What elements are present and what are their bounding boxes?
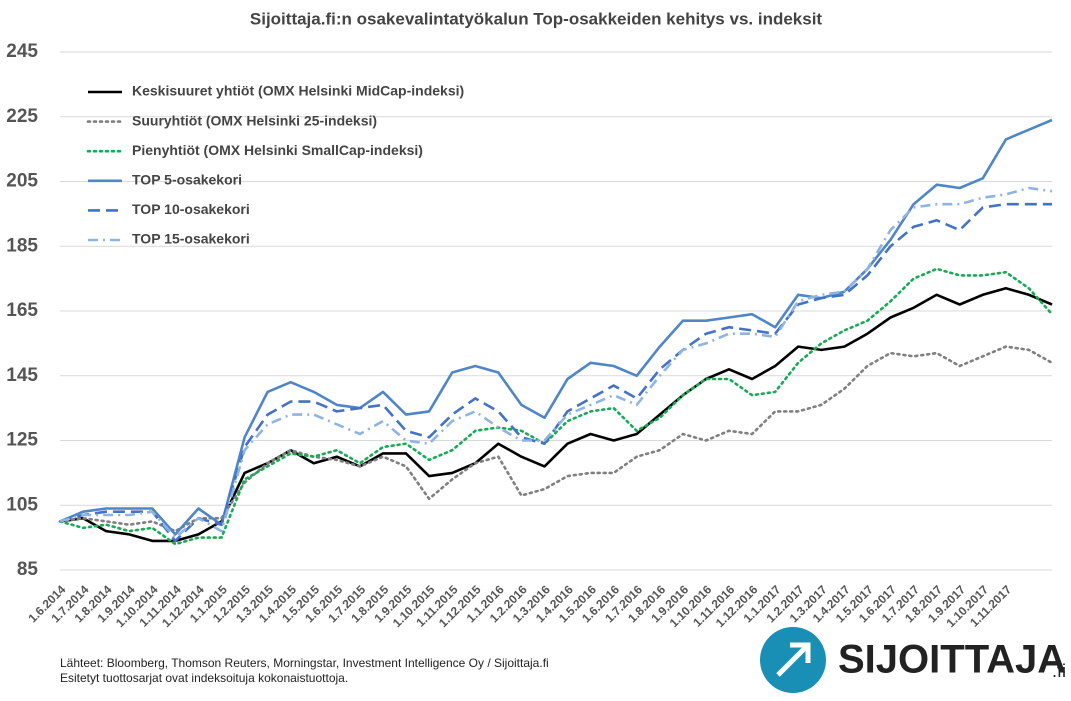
logo: SIJOITTAJA .fi <box>760 627 1066 693</box>
logo-arrow <box>790 642 811 663</box>
y-tick-label: 245 <box>6 41 38 62</box>
y-tick-label: 205 <box>6 171 38 192</box>
legend-label: Pienyhtiöt (OMX Helsinki SmallCap-indeks… <box>132 142 423 158</box>
legend-label: TOP 5-osakekori <box>132 172 242 188</box>
y-tick-label: 105 <box>6 494 38 515</box>
y-tick-label: 185 <box>6 235 38 256</box>
series-line <box>59 287 1053 543</box>
y-tick-label: 165 <box>6 300 38 321</box>
source-note: Esitetyt tuottosarjat ovat indeksoituja … <box>60 671 348 685</box>
chart-title: Sijoittaja.fi:n osakevalintatyökalun Top… <box>250 9 823 28</box>
y-tick-label: 125 <box>6 430 38 451</box>
legend-label: TOP 10-osakekori <box>132 201 250 217</box>
series-line <box>58 345 1054 533</box>
logo-arrow <box>776 645 808 677</box>
legend-label: Keskisuuret yhtiöt (OMX Helsinki MidCap-… <box>132 83 464 99</box>
y-tick-label: 225 <box>6 106 38 127</box>
series-line <box>59 186 1053 539</box>
y-tick-label: 145 <box>6 365 38 386</box>
source-note: Lähteet: Bloomberg, Thomson Reuters, Mor… <box>60 656 549 670</box>
logo-text: SIJOITTAJA <box>838 638 1066 682</box>
logo-suffix: .fi <box>1052 661 1066 681</box>
series-line <box>59 202 1052 543</box>
series-line <box>58 267 1054 546</box>
legend-label: Suuryhtiöt (OMX Helsinki 25-indeksi) <box>132 112 377 128</box>
y-tick-label: 85 <box>17 559 39 580</box>
legend-label: TOP 15-osakekori <box>132 231 250 247</box>
